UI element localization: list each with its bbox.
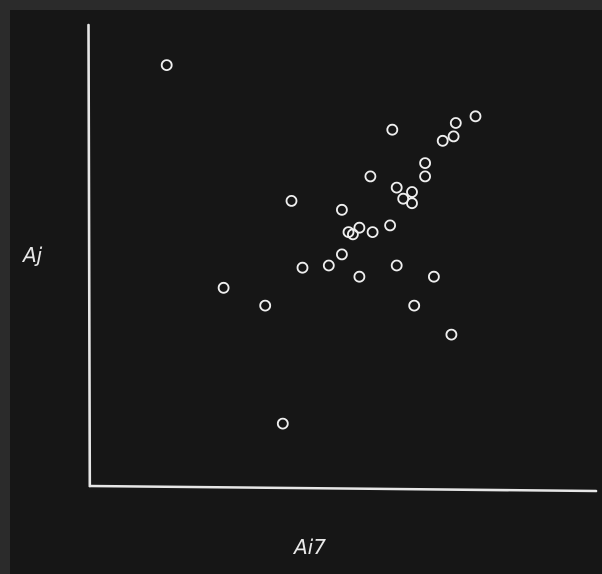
data-point-28: [445, 328, 458, 341]
x-axis-line: [88, 484, 598, 493]
data-point-7: [322, 259, 335, 272]
data-point-23: [408, 299, 421, 312]
data-point-15: [366, 226, 379, 239]
data-point-11: [346, 228, 359, 241]
data-point-19: [390, 181, 403, 194]
data-point-26: [427, 270, 440, 283]
data-point-3: [259, 299, 272, 312]
data-point-18: [390, 259, 403, 272]
data-point-8: [335, 248, 348, 261]
data-point-12: [353, 221, 366, 234]
data-point-1: [160, 59, 173, 71]
data-point-9: [335, 203, 348, 216]
data-point-16: [384, 219, 397, 232]
data-point-22: [406, 186, 418, 198]
chart-canvas: Aj Ai7: [10, 10, 602, 574]
data-point-29: [447, 130, 460, 143]
data-point-25: [419, 157, 432, 170]
data-point-5: [285, 194, 298, 207]
data-point-4: [276, 417, 289, 430]
scatter-plot: Aj Ai7: [21, 23, 598, 559]
data-point-24: [419, 170, 432, 183]
data-point-21: [406, 197, 418, 210]
x-axis-label: Ai7: [292, 535, 326, 559]
data-point-30: [449, 117, 462, 129]
data-point-31: [469, 110, 482, 123]
data-point-17: [386, 123, 399, 136]
data-points: [160, 59, 482, 430]
data-point-13: [353, 270, 366, 283]
data-point-2: [217, 281, 230, 294]
y-axis-label: Aj: [21, 243, 43, 267]
data-point-6: [296, 261, 309, 274]
y-axis-line: [87, 23, 92, 488]
data-point-27: [436, 134, 449, 147]
data-point-14: [364, 170, 377, 183]
